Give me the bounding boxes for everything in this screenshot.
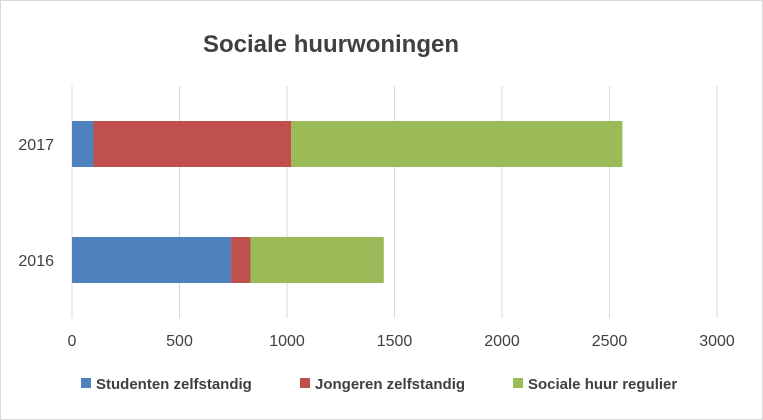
x-tick-label: 0 [68,333,77,350]
legend-label: Sociale huur regulier [528,376,677,393]
x-tick-label: 500 [166,333,193,350]
x-tick-label: 2500 [592,333,628,350]
bar-segment [72,121,94,167]
y-tick-label: 2016 [18,253,54,270]
y-axis: 2016 2017 [18,137,54,270]
bar-segment [93,121,292,167]
legend-swatch [513,378,523,388]
legend-label: Jongeren zelfstandig [315,376,465,393]
x-tick-label: 1000 [269,333,305,350]
legend-swatch [300,378,310,388]
bars [72,121,623,283]
chart-title: Sociale huurwoningen [203,31,459,58]
x-tick-label: 2000 [484,333,520,350]
y-tick-label: 2017 [18,137,54,154]
legend-swatch [81,378,91,388]
gridlines [71,86,718,318]
x-tick-label: 1500 [377,333,413,350]
bar-segment [231,237,251,283]
legend-label: Studenten zelfstandig [96,376,252,393]
legend: Studenten zelfstandig Jongeren zelfstandi… [81,376,677,393]
x-axis: 0 500 1000 1500 2000 2500 3000 [68,333,735,350]
bar-segment [291,121,623,167]
bar-segment [250,237,384,283]
bar-segment [72,237,232,283]
x-tick-label: 3000 [699,333,735,350]
